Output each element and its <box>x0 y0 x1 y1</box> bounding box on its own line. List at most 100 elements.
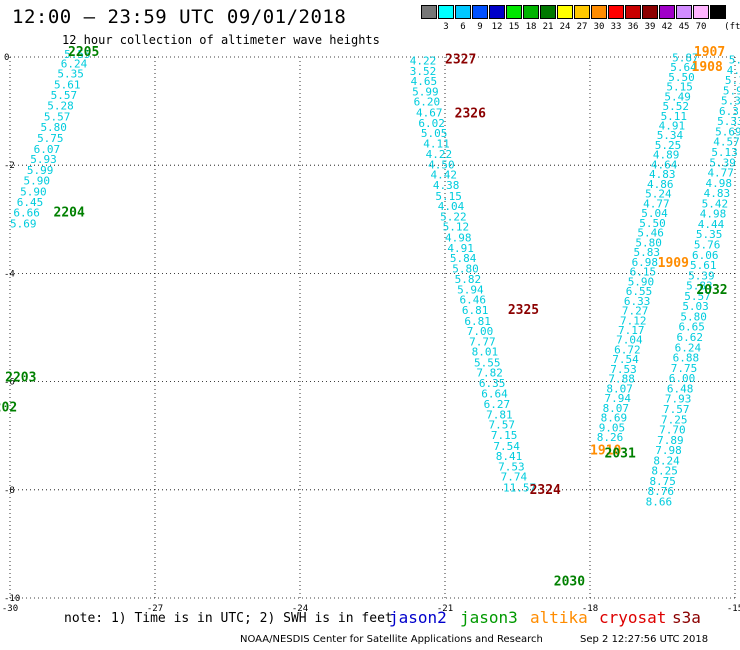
wave-height-value: 5.12 <box>443 221 470 234</box>
wave-height-value: 5.75 <box>37 132 64 145</box>
wave-height-value: 7.25 <box>661 413 688 426</box>
wave-height-value: 6.81 <box>464 315 491 328</box>
legend-swatch <box>557 5 573 19</box>
legend-swatch <box>523 5 539 19</box>
wave-height-value: 6.46 <box>460 294 487 307</box>
footer-generated-time: Sep 2 12:27:56 UTC 2018 <box>580 634 709 645</box>
wave-height-value: 11.57 <box>503 481 536 494</box>
x-tick-label: -18 <box>582 604 598 614</box>
wave-height-value: 8.75 <box>649 475 676 488</box>
wave-height-value: 5.04 <box>641 207 668 220</box>
wave-height-value: 4.57 <box>713 136 740 149</box>
wave-height-value: 5.13 <box>711 146 738 159</box>
wave-height-value: 5.61 <box>690 259 717 272</box>
wave-height-value: 7.93 <box>665 393 692 406</box>
legend-swatch <box>710 5 726 19</box>
pass-time-label: 2204 <box>54 206 85 221</box>
wave-height-value: 4.22 <box>426 148 453 161</box>
pass-time-label: 1909 <box>658 256 689 271</box>
y-tick-label: -8 <box>4 486 15 496</box>
legend-swatch <box>421 5 437 19</box>
wave-height-value: 5.22 <box>440 210 467 223</box>
wave-height-value: 4.44 <box>698 218 725 231</box>
wave-height-value: 5.38 <box>721 95 740 108</box>
legend-swatch <box>472 5 488 19</box>
wave-height-value: 5.57 <box>51 89 78 102</box>
y-tick-label: -6 <box>4 378 15 388</box>
wave-height-value: 8.07 <box>606 382 633 395</box>
pass-time-label: 2030 <box>554 575 585 590</box>
wave-height-value: 9.05 <box>599 421 626 434</box>
wave-height-value: 4.83 <box>704 187 731 200</box>
wave-height-value: 5.39 <box>709 156 736 169</box>
wave-height-value: 5.99 <box>412 85 439 98</box>
wave-height-value: 4.91 <box>659 119 686 132</box>
y-tick-label: -10 <box>4 594 20 604</box>
legend-swatch <box>659 5 675 19</box>
legend-swatch <box>642 5 658 19</box>
legend-swatch-label: 70 <box>695 22 707 32</box>
wave-height-value: 5.35 <box>57 68 84 81</box>
wave-height-value: 5.69 <box>715 125 740 138</box>
wave-height-value: 8.01 <box>472 346 499 359</box>
x-tick-label: -24 <box>292 604 308 614</box>
wave-height-value: 7.57 <box>663 403 690 416</box>
legend-swatch-label: 21 <box>542 22 554 32</box>
wave-height-value: 4.98 <box>445 231 472 244</box>
wave-height-value: 7.54 <box>612 353 639 366</box>
wave-height-value: 6.20 <box>414 96 441 109</box>
wave-height-value: 6.81 <box>462 304 489 317</box>
legend-swatch <box>540 5 556 19</box>
wave-height-value: 5.11 <box>661 110 688 123</box>
wave-height-value: 8.26 <box>597 431 624 444</box>
wave-height-value: 4.77 <box>707 167 734 180</box>
wave-height-value: 7.70 <box>659 424 686 437</box>
wave-height-value: 6.66 <box>13 207 39 220</box>
pass-time-label: 2327 <box>445 52 476 67</box>
wave-height-value: 5.80 <box>680 310 707 323</box>
x-tick-label: -21 <box>437 604 453 614</box>
wave-height-value: 5.15 <box>666 81 693 94</box>
wave-height-value: 5.80 <box>452 262 479 275</box>
wave-height-value: 7.89 <box>657 434 684 447</box>
wave-height-value: 7.27 <box>622 305 649 318</box>
wave-height-value: 8.24 <box>653 454 680 467</box>
y-tick-label: -4 <box>4 269 15 279</box>
wave-height-value: 7.53 <box>498 460 524 473</box>
wave-height-value: 4.98 <box>706 177 733 190</box>
wave-height-value: 7.53 <box>610 363 637 376</box>
x-tick-label: -15 <box>727 604 740 614</box>
wave-height-value: 5.49 <box>664 90 691 103</box>
legend-swatch-label: 24 <box>559 22 571 32</box>
wave-height-value: 5.34 <box>657 129 684 142</box>
wave-height-value: 4.77 <box>643 197 670 210</box>
wave-height-value: 4.65 <box>411 75 438 88</box>
wave-height-value: 8.76 <box>648 485 675 498</box>
wave-height-value: 4.61 <box>727 64 740 77</box>
wave-height-value: 5.64 <box>670 61 697 74</box>
wave-height-value: 7.94 <box>605 392 632 405</box>
wave-height-value: 7.74 <box>501 471 528 484</box>
wave-height-value: 5.94 <box>457 283 484 296</box>
wave-height-value: 8.07 <box>603 402 630 415</box>
wave-height-value: 5.50 <box>639 217 666 230</box>
mission-s3a: s3a <box>672 608 701 627</box>
wave-height-value: 5.33 <box>717 115 740 128</box>
legend-swatch <box>608 5 624 19</box>
wave-height-value: 6.64 <box>481 387 508 400</box>
wave-height-value: 5.98 <box>723 84 740 97</box>
legend-swatch <box>438 5 454 19</box>
wave-height-value: 8.66 <box>646 495 673 508</box>
legend-swatch <box>693 5 709 19</box>
wave-height-value: 8.41 <box>496 450 523 463</box>
wave-height-value: 6.27 <box>484 398 511 411</box>
legend-unit: (ft) <box>724 22 740 32</box>
wave-height-value: 5.03 <box>682 300 709 313</box>
legend-swatch-label: 3 <box>443 22 449 32</box>
wave-height-value: 5.61 <box>54 78 81 91</box>
wave-height-value: 7.15 <box>491 429 517 442</box>
wave-height-value: 6.31 <box>719 105 740 118</box>
legend-swatch <box>455 5 471 19</box>
pass-time-label: 2324 <box>530 483 561 498</box>
legend-swatch-label: 45 <box>678 22 690 32</box>
